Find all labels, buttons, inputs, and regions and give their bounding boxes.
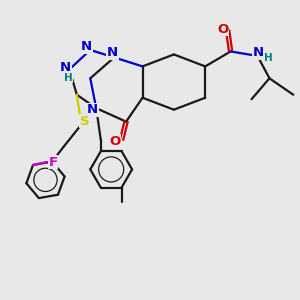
Text: O: O [110,134,121,148]
Text: N: N [107,46,118,59]
Text: H: H [265,53,273,63]
Text: H: H [64,73,72,83]
Text: N: N [81,40,92,53]
Text: N: N [87,103,98,116]
Text: F: F [49,155,58,169]
Text: S: S [80,115,90,128]
Text: O: O [218,22,229,36]
Text: N: N [60,61,71,74]
Text: N: N [253,46,264,59]
